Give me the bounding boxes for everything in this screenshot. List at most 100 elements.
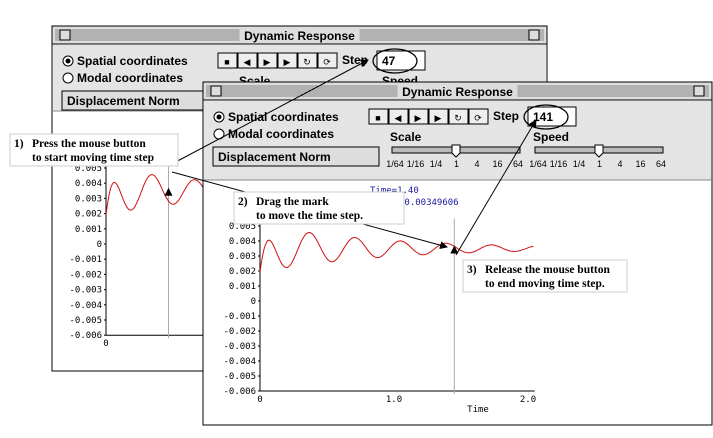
y-tick-label: 0.005	[75, 164, 102, 174]
slider-thumb[interactable]	[451, 144, 461, 158]
button-icon: ⟳	[474, 113, 482, 123]
transport-button[interactable]	[217, 52, 238, 69]
radio-label[interactable]: Modal coordinates	[77, 71, 183, 85]
slider-tick-label: 1/16	[550, 159, 568, 169]
y-tick-label: -0.005	[69, 316, 102, 326]
radio-label[interactable]: Spatial coordinates	[228, 110, 339, 124]
x-tick-label: 1.0	[386, 395, 402, 405]
step-value: 141	[533, 110, 553, 124]
slider-tick-label: 1/16	[407, 159, 425, 169]
radio-dot	[216, 114, 222, 120]
annotation-box	[462, 259, 628, 293]
transport-button[interactable]	[317, 52, 338, 69]
transport-button[interactable]	[257, 52, 278, 69]
annotation-box	[9, 133, 179, 167]
annotation-box	[233, 191, 405, 225]
button-icon: ↻	[454, 113, 462, 123]
slider-tick-label: 1/64	[529, 159, 547, 169]
annotation-number: 2)	[238, 196, 248, 208]
close-box[interactable]	[59, 29, 71, 41]
annotation-line: Release the mouse button	[485, 264, 610, 276]
step-label: Step	[493, 109, 519, 123]
y-tick-label: -0.006	[69, 331, 102, 341]
y-tick-label: -0.005	[223, 372, 256, 382]
step-field[interactable]	[527, 106, 577, 127]
transport-button[interactable]	[368, 108, 389, 125]
transport-button[interactable]	[428, 108, 449, 125]
transport-button[interactable]	[237, 52, 258, 69]
annotation-line: to move the time step.	[256, 210, 363, 222]
button-icon: ↻	[303, 57, 311, 67]
y-tick-label: -0.004	[223, 357, 256, 367]
y-tick-label: 0	[251, 297, 256, 307]
step-value: 47	[382, 54, 396, 68]
zoom-box[interactable]	[693, 85, 705, 97]
transport-button[interactable]	[468, 108, 489, 125]
popup-menu[interactable]	[212, 146, 380, 167]
y-tick-label: 0.001	[229, 282, 256, 292]
slider-thumb[interactable]	[594, 144, 604, 158]
x-tick-label: 0	[257, 395, 262, 405]
annotation-line: to start moving time step	[32, 152, 154, 164]
slider-tick-label: 1	[597, 159, 602, 169]
title-bg	[397, 83, 518, 99]
annotation-number: 3)	[467, 264, 477, 276]
y-tick-label: -0.001	[223, 312, 256, 322]
value-readout: =0.00349606	[399, 198, 459, 208]
annotation-arrow	[455, 119, 537, 256]
annotation-number: 1)	[14, 138, 24, 150]
slider-tick-label: 64	[513, 159, 523, 169]
slider-tick-label: 1/64	[386, 159, 404, 169]
y-tick-label: 0.004	[75, 179, 102, 189]
transport-button[interactable]	[448, 108, 469, 125]
zoom-box[interactable]	[528, 29, 540, 41]
slider-tick-label: 1/4	[573, 159, 586, 169]
close-box[interactable]	[210, 85, 222, 97]
annotation-line: to end moving time step.	[485, 278, 605, 290]
button-icon: ■	[375, 113, 380, 123]
y-tick-label: 0.004	[229, 237, 256, 247]
y-tick-label: -0.006	[223, 387, 256, 397]
y-tick-label: 0.003	[75, 194, 102, 204]
cursor-mark[interactable]	[450, 245, 459, 254]
transport-button[interactable]	[388, 108, 409, 125]
button-icon: ⟳	[323, 57, 331, 67]
transport-button[interactable]	[277, 52, 298, 69]
y-tick-label: -0.003	[69, 286, 102, 296]
radio-label[interactable]: Spatial coordinates	[77, 54, 188, 68]
step-field[interactable]	[376, 50, 426, 71]
radio-dot	[65, 58, 71, 64]
time-readout: Time=1.40	[370, 186, 419, 196]
popup-label[interactable]: Displacement Norm	[67, 94, 180, 108]
slider-tick-label: 4	[474, 159, 479, 169]
button-icon: ■	[224, 57, 229, 67]
transport-button[interactable]	[297, 52, 318, 69]
annotation-line: Press the mouse button	[32, 138, 146, 150]
window-title: Dynamic Response	[244, 29, 355, 43]
y-tick-label: -0.002	[69, 270, 102, 280]
response-curve	[259, 231, 534, 273]
button-icon: ▶	[284, 57, 291, 67]
x-tick-label: 0	[103, 339, 108, 349]
y-tick-label: -0.001	[69, 255, 102, 265]
highlight-oval	[523, 104, 569, 130]
window-title: Dynamic Response	[402, 85, 513, 99]
radio-label[interactable]: Modal coordinates	[228, 127, 334, 141]
highlight-oval	[372, 48, 418, 74]
button-icon: ◀	[395, 113, 402, 123]
radio-button[interactable]	[62, 72, 74, 84]
popup-label[interactable]: Displacement Norm	[218, 150, 331, 164]
button-icon: ▶	[415, 113, 422, 123]
scale-label: Scale	[390, 130, 422, 144]
cursor-mark[interactable]	[164, 187, 173, 196]
response-curve	[105, 174, 206, 215]
y-tick-label: -0.003	[223, 342, 256, 352]
slider-tick-label: 4	[617, 159, 622, 169]
transport-button[interactable]	[408, 108, 429, 125]
button-icon: ▶	[264, 57, 271, 67]
annotation-line: Drag the mark	[256, 196, 329, 208]
y-tick-label: 0.005	[229, 222, 256, 232]
slider-tick-label: 1	[454, 159, 459, 169]
step-label: Step	[342, 53, 368, 67]
